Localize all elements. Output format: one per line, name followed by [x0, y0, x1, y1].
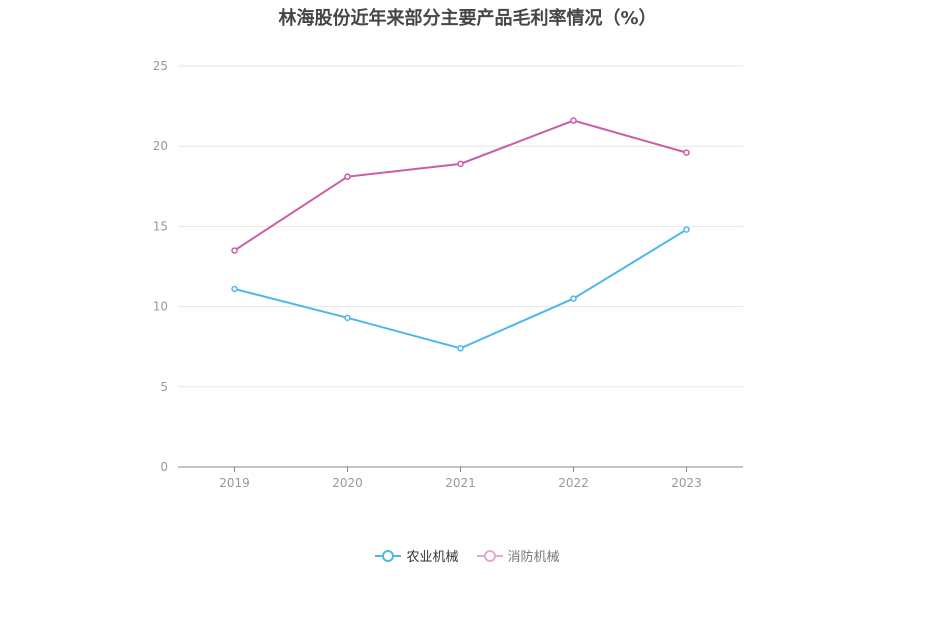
data-point-0-0 — [231, 285, 238, 293]
legend-label-fire: 消防机械 — [507, 550, 560, 565]
x-tick-label: 2020 — [332, 476, 363, 490]
series-line-0 — [234, 228, 688, 350]
y-axis-ticks: 0 5 10 15 20 25 — [153, 59, 168, 474]
legend-item-fire[interactable]: 消防机械 — [476, 546, 560, 565]
chart-title: 林海股份近年来部分主要产品毛利率情况（%） — [278, 8, 657, 29]
data-point-0-3 — [570, 295, 577, 302]
data-point-1-1 — [344, 173, 351, 180]
data-point-0-1 — [344, 314, 351, 322]
data-point-1-3 — [570, 117, 577, 124]
legend-item-agri[interactable]: 农业机械 — [375, 546, 459, 565]
x-tick-label: 2022 — [558, 476, 589, 490]
data-point-1-4 — [683, 149, 690, 156]
x-axis: 2019 2020 2021 2022 2023 — [178, 466, 743, 490]
x-tick-label: 2019 — [219, 476, 250, 490]
legend-swatch-fire-icon — [476, 549, 503, 562]
series-line-1 — [233, 119, 687, 252]
grid-lines — [178, 65, 743, 388]
data-point-0-4 — [683, 226, 690, 233]
y-tick-label: 5 — [160, 380, 168, 394]
legend-label-agri: 农业机械 — [406, 550, 459, 565]
y-tick-label: 0 — [160, 460, 168, 474]
x-tick-label: 2023 — [671, 476, 702, 490]
y-tick-label: 25 — [153, 59, 168, 73]
legend-swatch-agri-icon — [375, 549, 402, 562]
y-tick-label: 15 — [153, 219, 168, 233]
y-tick-label: 10 — [153, 300, 168, 314]
y-tick-label: 20 — [153, 139, 168, 153]
x-tick-label: 2021 — [445, 476, 476, 490]
data-point-1-0 — [231, 247, 238, 254]
data-point-1-2 — [457, 160, 464, 168]
data-point-0-2 — [457, 345, 464, 352]
series-lines — [231, 117, 690, 352]
legend: 农业机械 消防机械 — [0, 546, 935, 565]
